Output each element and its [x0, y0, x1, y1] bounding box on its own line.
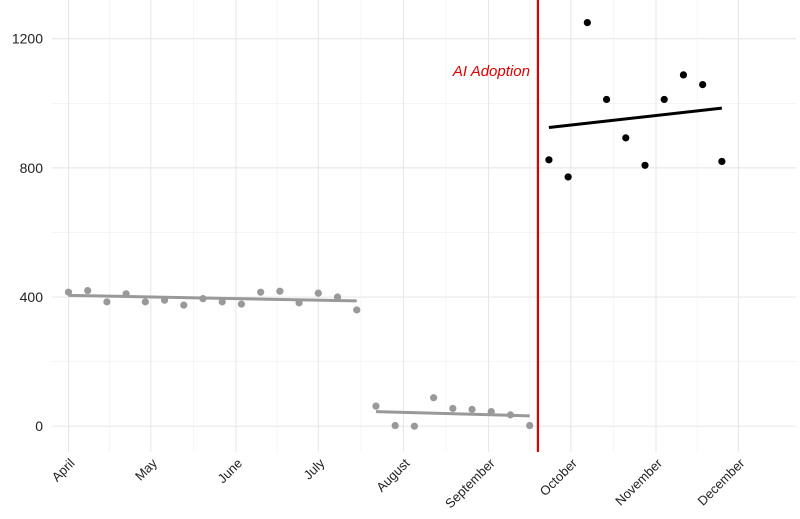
- ai-adoption-label: AI Adoption: [452, 63, 530, 80]
- grid: [52, 0, 796, 452]
- data-point: [602, 95, 611, 104]
- data-point: [160, 296, 169, 304]
- data-point: [103, 298, 111, 306]
- data-point: [430, 394, 438, 402]
- y-tick-label: 0: [35, 418, 43, 434]
- data-point: [391, 421, 399, 430]
- trend-line: [68, 293, 357, 303]
- data-point: [372, 402, 380, 410]
- data-point: [237, 300, 246, 308]
- data-point: [699, 80, 707, 89]
- data-point: [295, 299, 303, 307]
- data-point: [122, 290, 130, 298]
- data-point: [679, 71, 688, 79]
- x-tick-label: August: [373, 455, 412, 494]
- x-axis: April May June July August September October No…: [49, 455, 748, 511]
- y-tick-label: 800: [20, 160, 44, 176]
- data-point: [314, 289, 322, 297]
- data-point: [449, 404, 457, 413]
- series-layer: [64, 19, 726, 430]
- x-tick-label: June: [215, 456, 246, 487]
- x-tick-label: April: [49, 455, 78, 484]
- series-3: [545, 19, 726, 181]
- data-point: [410, 422, 418, 430]
- data-point: [333, 293, 342, 301]
- data-point: [583, 19, 591, 27]
- series-2: [372, 394, 534, 430]
- data-point: [141, 298, 149, 306]
- data-point: [487, 408, 495, 416]
- data-point: [353, 306, 361, 314]
- series-1: [64, 286, 361, 314]
- annotation-layer: AI Adoption: [452, 0, 540, 452]
- data-point: [199, 295, 207, 303]
- x-tick-label: May: [132, 455, 160, 483]
- x-tick-label: December: [694, 455, 747, 508]
- trend-line: [548, 106, 723, 130]
- data-point: [718, 157, 726, 166]
- data-point: [257, 288, 265, 296]
- data-point: [84, 286, 92, 295]
- y-tick-label: 400: [20, 289, 44, 305]
- y-tick-label: 1200: [12, 31, 43, 47]
- data-point: [468, 405, 476, 413]
- y-axis: 0 400 800 1200: [12, 31, 43, 434]
- data-point: [545, 156, 553, 164]
- data-point: [564, 173, 572, 181]
- data-point: [64, 288, 73, 296]
- data-point: [218, 298, 226, 306]
- trend-line: [375, 410, 530, 418]
- x-tick-label: September: [442, 455, 498, 511]
- data-point: [641, 161, 649, 169]
- data-point: [622, 134, 630, 142]
- data-point: [276, 287, 284, 295]
- x-tick-label: November: [612, 455, 665, 508]
- data-point: [180, 301, 188, 309]
- x-tick-label: July: [300, 455, 327, 482]
- x-tick-label: October: [537, 455, 581, 499]
- data-point: [660, 95, 668, 104]
- data-point: [526, 421, 534, 430]
- data-point: [506, 411, 515, 419]
